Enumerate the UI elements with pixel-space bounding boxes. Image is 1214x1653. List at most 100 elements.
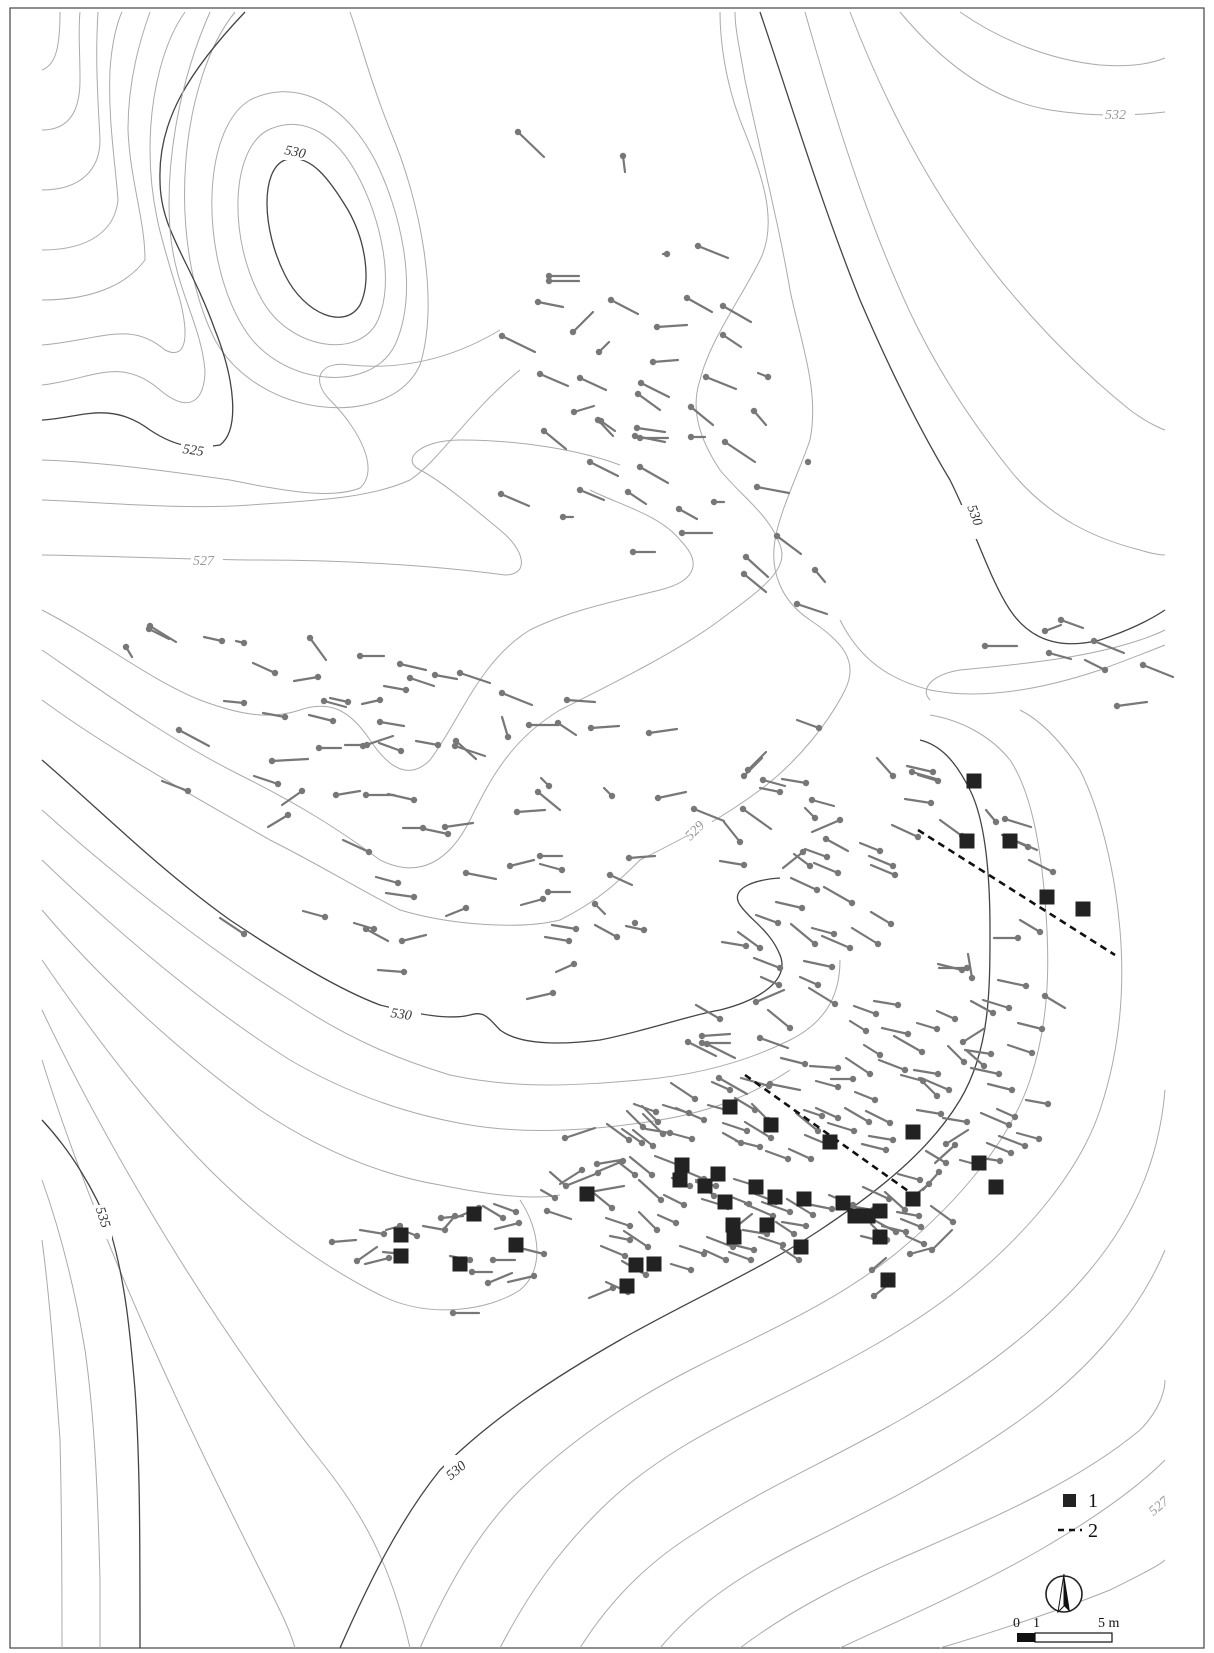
feature-dot bbox=[795, 1256, 803, 1264]
feature-dot bbox=[639, 1123, 647, 1131]
feature-dot bbox=[329, 717, 337, 725]
contour-525 bbox=[41, 11, 246, 448]
feature-dot bbox=[894, 1001, 902, 1009]
feature-dot bbox=[536, 370, 544, 378]
feature-stick bbox=[414, 739, 440, 747]
feature-dot bbox=[981, 642, 989, 650]
feature-dot bbox=[703, 1040, 711, 1048]
feature-dot bbox=[613, 933, 621, 941]
feature-stick bbox=[538, 862, 564, 872]
feature-stick bbox=[398, 662, 428, 672]
feature-stick bbox=[798, 975, 820, 987]
feature-stick bbox=[779, 1056, 807, 1066]
square-marker bbox=[872, 1229, 888, 1245]
feature-stick bbox=[961, 1026, 987, 1044]
feature-dot bbox=[406, 674, 414, 682]
feature-stick bbox=[979, 1111, 1011, 1127]
feature-dot bbox=[549, 989, 557, 997]
feature-dot bbox=[578, 1166, 586, 1174]
feature-dot bbox=[834, 869, 842, 877]
square-markers bbox=[393, 773, 1091, 1294]
feature-stick bbox=[578, 376, 608, 392]
feature-dot bbox=[626, 1236, 634, 1244]
feature-dot bbox=[987, 1050, 995, 1058]
contour-label-535: 535 bbox=[92, 1205, 113, 1230]
feature-stick bbox=[386, 792, 416, 802]
feature-dot bbox=[672, 1219, 680, 1227]
feature-dot bbox=[400, 968, 408, 976]
feature-dot bbox=[576, 374, 584, 382]
north-arrow-icon bbox=[1045, 1573, 1083, 1614]
feature-stick bbox=[608, 873, 634, 887]
feature-stick bbox=[822, 885, 854, 905]
feature-stick bbox=[810, 798, 836, 808]
feature-stick bbox=[518, 1246, 546, 1256]
square-marker bbox=[466, 1206, 482, 1222]
feature-stick bbox=[700, 1032, 732, 1038]
feature-stick bbox=[506, 1274, 536, 1284]
feature-dot bbox=[925, 1180, 933, 1188]
feature-stick bbox=[1015, 1131, 1041, 1141]
feature-stick bbox=[519, 897, 545, 907]
feature-stick bbox=[981, 998, 1011, 1010]
feature-dot bbox=[1021, 1142, 1029, 1150]
feature-stick bbox=[458, 671, 492, 685]
feature-dot bbox=[444, 830, 452, 838]
feature-stick bbox=[899, 1217, 923, 1229]
feature-dot bbox=[698, 1032, 706, 1040]
feature-dot bbox=[489, 1256, 497, 1264]
feature-dot bbox=[545, 782, 553, 790]
feature-dot bbox=[786, 1024, 794, 1032]
feature-dot bbox=[1022, 982, 1030, 990]
feature-dot bbox=[559, 513, 567, 521]
feature-stick bbox=[508, 858, 536, 868]
feature-dot bbox=[633, 424, 641, 432]
square-marker bbox=[905, 1124, 921, 1140]
feature-stick bbox=[668, 1131, 694, 1141]
feature-stick bbox=[861, 1185, 891, 1201]
feature-dot bbox=[539, 895, 547, 903]
feature-stick bbox=[384, 891, 416, 899]
feature-stick bbox=[760, 1200, 792, 1214]
feature-dot bbox=[752, 998, 760, 1006]
feature-stick bbox=[966, 952, 974, 980]
feature-dot bbox=[663, 250, 671, 258]
feature-stick bbox=[352, 921, 376, 931]
feature-dot bbox=[534, 788, 542, 796]
feature-dot bbox=[515, 1219, 523, 1227]
feature-dot bbox=[750, 407, 758, 415]
feature-stick bbox=[864, 1109, 892, 1125]
feature-dot bbox=[652, 1108, 660, 1116]
feature-stick bbox=[639, 381, 671, 399]
feature-dot bbox=[654, 794, 662, 802]
feature-dot bbox=[634, 390, 642, 398]
feature-dot bbox=[530, 1272, 538, 1280]
feature-dot bbox=[742, 553, 750, 561]
feature-dot bbox=[636, 463, 644, 471]
feature-dot bbox=[775, 981, 783, 989]
feature-stick bbox=[704, 375, 738, 391]
feature-dot bbox=[1014, 934, 1022, 942]
feature-stick bbox=[692, 807, 726, 823]
feature-dot bbox=[456, 669, 464, 677]
feature-dot bbox=[631, 1171, 639, 1179]
feature-dot bbox=[657, 1196, 665, 1204]
feature-stick bbox=[718, 859, 746, 867]
feature-dot bbox=[830, 930, 838, 938]
feature-stick bbox=[637, 1178, 663, 1202]
square-marker bbox=[847, 1208, 863, 1224]
feature-stick bbox=[768, 1082, 802, 1092]
feature-dot bbox=[402, 686, 410, 694]
feature-stick bbox=[867, 854, 895, 868]
feature-stick bbox=[941, 1116, 969, 1124]
feature-dot bbox=[563, 696, 571, 704]
feature-dot bbox=[504, 733, 512, 741]
feature-dot bbox=[595, 348, 603, 356]
feature-stick bbox=[363, 1256, 391, 1266]
feature-stick bbox=[812, 861, 840, 875]
feature-stick bbox=[780, 777, 808, 785]
feature-stick bbox=[869, 863, 897, 877]
feature-dot bbox=[933, 1025, 941, 1033]
feature-dot bbox=[534, 298, 542, 306]
feature-stick bbox=[656, 790, 688, 800]
